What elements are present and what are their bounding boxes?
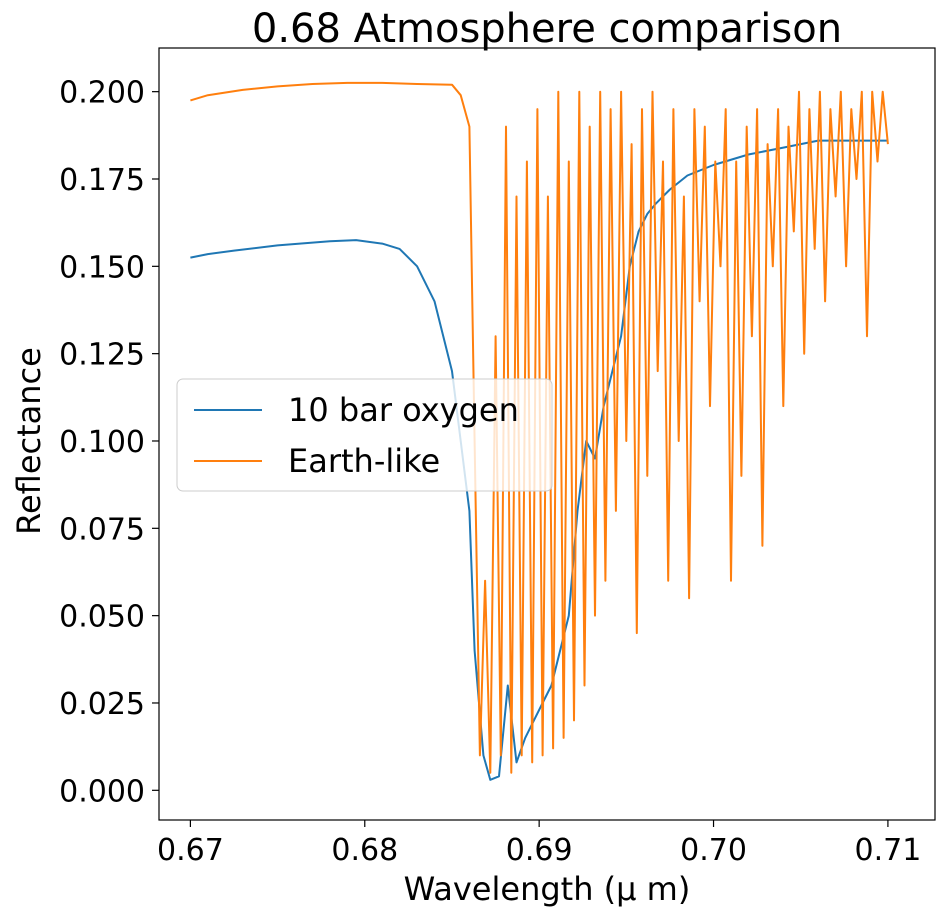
y-axis-label: Reflectance — [10, 347, 48, 535]
x-tick-label: 0.70 — [680, 833, 747, 868]
legend: 10 bar oxygen Earth-like — [176, 378, 553, 492]
legend-box — [176, 378, 553, 492]
y-tick-label: 0.050 — [59, 600, 145, 635]
series-line-earth-like — [190, 81, 889, 774]
x-tick-label: 0.71 — [855, 833, 922, 868]
x-axis-ticks: 0.67 0.68 0.69 0.70 0.71 — [157, 820, 921, 868]
x-tick-label: 0.68 — [331, 833, 398, 868]
legend-label-earth-like: Earth-like — [288, 442, 440, 480]
y-tick-label: 0.000 — [59, 774, 145, 809]
y-axis-ticks: 0.000 0.025 0.050 0.075 0.100 0.125 0.150 0.175… — [59, 76, 159, 809]
y-tick-label: 0.075 — [59, 512, 145, 547]
y-tick-label: 0.100 — [59, 425, 145, 460]
plot-frame — [158, 47, 936, 821]
chart-title: 0.68 Atmosphere comparison — [252, 6, 842, 52]
x-axis-label: Wavelength (μ m) — [404, 870, 691, 908]
x-tick-label: 0.69 — [506, 833, 573, 868]
y-tick-label: 0.150 — [59, 250, 145, 285]
legend-label-10-bar-oxygen: 10 bar oxygen — [288, 391, 519, 429]
series-layer — [190, 81, 889, 781]
y-tick-label: 0.200 — [59, 76, 145, 111]
y-tick-label: 0.175 — [59, 163, 145, 198]
y-tick-label: 0.025 — [59, 687, 145, 722]
x-tick-label: 0.67 — [157, 833, 224, 868]
y-tick-label: 0.125 — [59, 338, 145, 373]
